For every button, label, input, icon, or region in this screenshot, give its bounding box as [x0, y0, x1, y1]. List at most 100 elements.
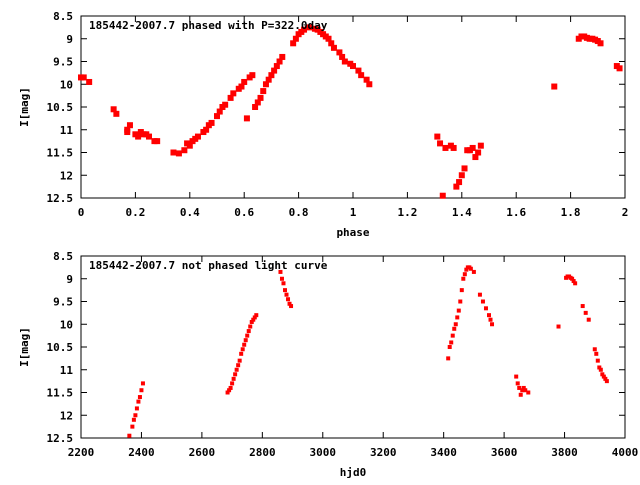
data-point [475, 149, 482, 156]
data-point [86, 78, 93, 85]
x-tick-label: 2400 [128, 446, 155, 459]
data-point [216, 108, 223, 115]
data-point [271, 67, 278, 74]
data-point [594, 351, 599, 356]
data-point [603, 376, 608, 381]
data-point [186, 142, 193, 149]
data-point [262, 81, 269, 88]
data-point [268, 72, 275, 79]
y-tick-label: 10.5 [47, 101, 74, 114]
y-tick-label: 11.5 [47, 147, 74, 160]
data-point [175, 150, 182, 157]
data-point [245, 333, 250, 338]
data-point [462, 272, 467, 277]
data-point [452, 326, 457, 331]
data-point [254, 99, 261, 106]
x-axis-ticks: 0 0.2 0.4 0.6 0.8 1 1.2 1.4 1.6 1.8 2 [78, 16, 628, 219]
data-point [358, 72, 365, 79]
data-point [241, 78, 248, 85]
data-point [181, 147, 188, 154]
data-point [287, 301, 292, 306]
data-point [471, 269, 476, 274]
x-tick-label: 3600 [491, 446, 518, 459]
y-tick-label: 11 [60, 124, 74, 137]
y-tick-label: 10 [60, 78, 73, 91]
y-axis-ticks: 8.5 9 9.5 10 10.5 11 11.5 12 12.5 [47, 10, 625, 205]
plot-frame [80, 255, 626, 439]
data-point [458, 172, 465, 179]
data-point [228, 385, 233, 390]
data-point [439, 192, 446, 199]
y-tick-label: 8.5 [53, 250, 73, 263]
data-point [437, 140, 444, 147]
y-tick-label: 11 [60, 364, 74, 377]
data-point [133, 413, 138, 418]
data-point [234, 367, 239, 372]
data-point [336, 49, 343, 56]
y-tick-label: 8.5 [53, 10, 73, 23]
data-point [592, 347, 597, 352]
data-points [127, 265, 609, 438]
data-point [459, 288, 464, 293]
x-tick-label: 2200 [68, 446, 95, 459]
data-point [586, 317, 591, 322]
x-tick-label: 4000 [612, 446, 639, 459]
data-point [113, 110, 120, 117]
data-point [597, 365, 602, 370]
data-point [583, 310, 588, 315]
data-point [284, 292, 289, 297]
data-point [598, 367, 603, 372]
data-point [289, 304, 294, 309]
data-point [556, 324, 561, 329]
y-tick-label: 12.5 [47, 192, 74, 205]
x-tick-label: 3800 [551, 446, 578, 459]
data-point [239, 351, 244, 356]
data-point [252, 104, 259, 110]
y-tick-label: 9 [66, 33, 73, 46]
data-point [236, 363, 241, 368]
y-tick-label: 12.5 [47, 432, 74, 445]
data-point [600, 372, 605, 377]
data-point [461, 276, 466, 281]
data-point [227, 388, 232, 393]
data-point [458, 299, 463, 304]
x-tick-label: 1.6 [506, 206, 526, 219]
data-point [225, 390, 230, 395]
data-point [242, 342, 247, 347]
data-point [339, 53, 346, 60]
data-point [580, 304, 585, 309]
data-point [350, 63, 356, 70]
data-point [306, 24, 313, 31]
unphased-light-curve-panel: 8.5 9 9.5 10 10.5 11 11.5 12 12.5 2200 2400 2600 28… [18, 250, 638, 479]
data-point [434, 133, 441, 140]
y-tick-label: 9 [66, 273, 73, 286]
data-point [227, 94, 234, 101]
data-point [597, 40, 604, 47]
data-point [286, 297, 291, 302]
data-point [290, 40, 297, 47]
x-tick-label: 0.6 [234, 206, 254, 219]
y-tick-label: 10 [60, 318, 73, 331]
data-point [601, 374, 606, 379]
data-point [127, 433, 132, 438]
x-tick-label: 1.8 [561, 206, 581, 219]
y-tick-label: 11.5 [47, 387, 74, 400]
data-point [273, 63, 280, 70]
data-point [517, 385, 522, 390]
data-point [203, 126, 210, 133]
data-point [130, 424, 135, 429]
x-tick-label: 3200 [370, 446, 397, 459]
data-point [363, 76, 370, 83]
data-point [243, 115, 250, 122]
data-point [154, 138, 161, 145]
data-point [231, 376, 236, 381]
data-point [265, 76, 272, 83]
data-point [137, 395, 142, 400]
x-tick-label: 1.4 [452, 206, 472, 219]
chart-title: 185442-2007.7 phased with P=322.0day [89, 19, 328, 32]
data-point [222, 101, 229, 108]
plot-frame [80, 15, 626, 199]
data-point [252, 315, 257, 320]
